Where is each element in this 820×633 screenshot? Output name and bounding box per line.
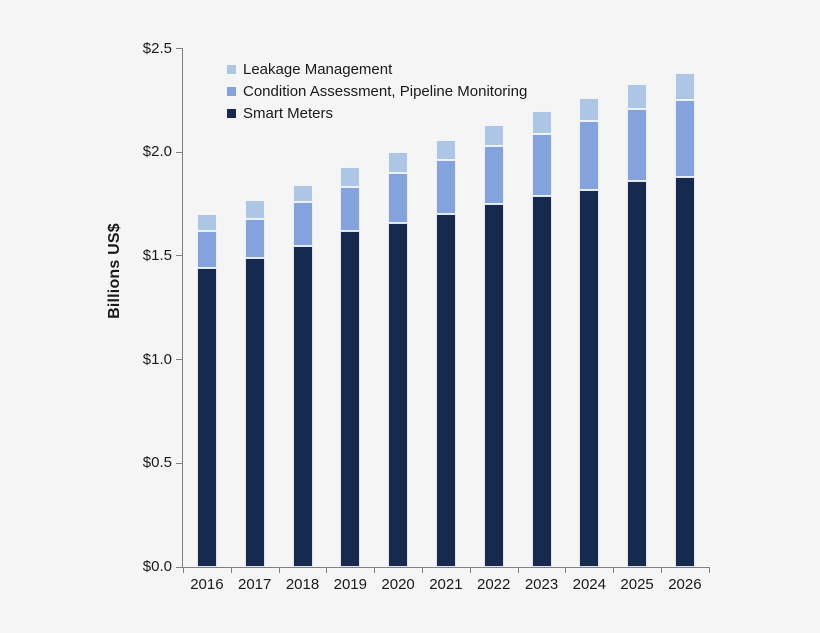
year-label: 2018: [285, 576, 320, 593]
bar-segment-leakage-management: [674, 73, 695, 101]
x-tick-mark: [230, 568, 232, 573]
bar-segment-leakage-management: [435, 139, 456, 161]
y-tick-mark: [176, 462, 182, 464]
y-tick-mark: [176, 151, 182, 153]
x-tick-mark: [469, 568, 471, 573]
y-tick-label: $2.0: [142, 143, 172, 161]
y-tick-label: $1.0: [142, 350, 172, 368]
year-label: 2025: [620, 576, 654, 593]
bar-segment-smart-meters: [292, 245, 313, 567]
y-tick-mark: [176, 255, 182, 257]
bar-segment-condition-assessment-pipeline-monitoring: [579, 121, 600, 190]
y-tick-mark: [176, 48, 182, 49]
legend: Leakage Management Condition Assessment, …: [227, 58, 527, 124]
x-tick-mark: [422, 568, 423, 573]
x-axis-line: [177, 567, 710, 568]
legend-label: Smart Meters: [243, 104, 334, 122]
bar-segment-leakage-management: [627, 83, 648, 109]
y-axis-title: Billions US$: [106, 223, 123, 319]
year-label: 2016: [190, 576, 224, 593]
bar-segment-condition-assessment-pipeline-monitoring: [483, 145, 504, 205]
bar-segment-condition-assessment-pipeline-monitoring: [292, 201, 313, 246]
legend-swatch-icon: [227, 64, 236, 74]
bar-segment-leakage-management: [292, 185, 313, 202]
bar-segment-leakage-management: [483, 125, 504, 146]
x-tick-mark: [278, 568, 280, 573]
legend-item-leakage-management: Leakage Management: [227, 58, 527, 80]
x-tick-mark: [613, 568, 615, 573]
year-label: 2019: [333, 576, 367, 593]
bar-segment-condition-assessment-pipeline-monitoring: [531, 133, 552, 196]
legend-item-smart-meters: Smart Meters: [227, 102, 527, 124]
bar-segment-smart-meters: [340, 231, 361, 567]
y-tick-label: $2.5: [142, 39, 172, 57]
legend-label: Leakage Management: [243, 60, 393, 78]
legend-label: Condition Assessment, Pipeline Monitorin…: [243, 82, 528, 100]
bar-segment-leakage-management: [531, 110, 552, 134]
year-label: 2022: [477, 576, 511, 593]
bar-segment-condition-assessment-pipeline-monitoring: [627, 108, 648, 182]
legend-item-condition-assessment-pipeline-monitoring: Condition Assessment, Pipeline Monitorin…: [227, 80, 527, 102]
legend-swatch-icon: [227, 108, 236, 118]
x-tick-mark: [183, 568, 184, 573]
year-label: 2023: [524, 576, 559, 593]
y-tick-label: $0.5: [142, 454, 172, 472]
y-tick-label: $1.5: [142, 246, 172, 264]
bar-segment-leakage-management: [196, 214, 217, 231]
x-tick-mark: [326, 568, 328, 573]
bar-segment-smart-meters: [627, 181, 648, 567]
x-tick-mark: [374, 568, 376, 573]
bar-segment-smart-meters: [196, 268, 217, 567]
y-tick-mark: [176, 359, 182, 361]
year-label: 2024: [572, 576, 606, 593]
x-tick-mark: [661, 568, 662, 573]
y-tick-mark: [176, 566, 182, 568]
x-tick-mark: [517, 568, 519, 573]
bar-segment-condition-assessment-pipeline-monitoring: [674, 100, 695, 178]
bar-segment-smart-meters: [388, 222, 409, 567]
year-label: 2021: [429, 576, 463, 593]
bar-segment-smart-meters: [483, 204, 504, 567]
bar-segment-condition-assessment-pipeline-monitoring: [435, 160, 456, 215]
bar-segment-leakage-management: [340, 166, 361, 188]
y-axis-line: [182, 48, 183, 568]
y-tick-label: $0.0: [142, 558, 172, 575]
bar-segment-smart-meters: [531, 195, 552, 567]
bar-segment-leakage-management: [244, 199, 265, 219]
x-tick-mark: [565, 568, 567, 573]
bar-segment-condition-assessment-pipeline-monitoring: [340, 187, 361, 231]
bar-segment-smart-meters: [244, 257, 265, 567]
bar-segment-leakage-management: [579, 98, 600, 122]
bar-segment-condition-assessment-pipeline-monitoring: [244, 218, 265, 258]
year-label: 2026: [668, 576, 702, 593]
bar-segment-smart-meters: [435, 214, 456, 567]
bar-segment-smart-meters: [674, 177, 695, 567]
bar-segment-smart-meters: [579, 189, 600, 567]
x-tick-mark: [708, 568, 710, 573]
legend-swatch-icon: [227, 86, 236, 96]
year-label: 2017: [238, 576, 272, 593]
bar-segment-leakage-management: [388, 152, 409, 173]
year-label: 2020: [381, 576, 415, 593]
bar-segment-condition-assessment-pipeline-monitoring: [196, 231, 217, 269]
bar-segment-condition-assessment-pipeline-monitoring: [388, 172, 409, 223]
